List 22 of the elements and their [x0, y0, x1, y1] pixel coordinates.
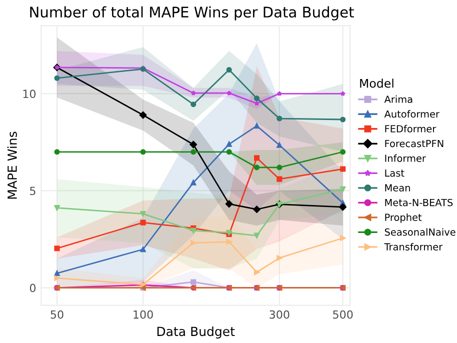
y-tick-label: 5	[30, 186, 36, 196]
y-tick-label: 0	[30, 284, 36, 292]
legend-label: Transformer	[384, 242, 443, 250]
legend-label: Meta-N-BEATS	[385, 198, 453, 206]
legend-label: Informer	[385, 154, 426, 162]
legend-title: Model	[360, 78, 394, 88]
x-tick-label: 500	[333, 310, 353, 319]
legend-label: FEDformer	[385, 124, 436, 132]
legend-label: Prophet	[385, 213, 422, 223]
legend-label: Arima	[384, 95, 412, 103]
chart-title: Number of total MAPE Wins per Data Budget	[30, 6, 354, 20]
y-tick-label: 10	[23, 90, 36, 98]
x-axis-title: Data Budget	[157, 326, 235, 339]
x-tick-label: 300	[270, 310, 290, 319]
legend-label: Mean	[385, 184, 410, 192]
legend-label: SeasonalNaive	[384, 228, 456, 236]
legend-label: Last	[385, 169, 404, 177]
x-tick-label: 50	[50, 310, 64, 319]
legend-label: ForecastPFN	[385, 140, 444, 148]
y-axis-title: MAPE Wins	[7, 132, 17, 199]
x-tick-label: 100	[134, 310, 153, 319]
legend-label: Autoformer	[384, 110, 440, 118]
